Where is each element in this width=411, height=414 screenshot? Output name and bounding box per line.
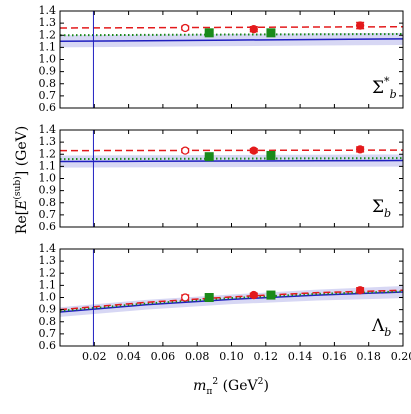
label-part: b bbox=[384, 326, 391, 339]
point bbox=[205, 29, 213, 37]
y-tick-label: 0.9 bbox=[39, 184, 57, 197]
plot-area bbox=[60, 249, 403, 346]
y-tick-label: 0.7 bbox=[39, 208, 57, 221]
x-tick-label: 0.16 bbox=[322, 350, 347, 363]
y-tick-label: 0.8 bbox=[39, 196, 57, 209]
y-tick-label: 1.2 bbox=[39, 147, 57, 160]
label-part: * bbox=[384, 75, 390, 88]
x-axis-label: mπ2 (GeV2) bbox=[193, 377, 269, 397]
point bbox=[357, 146, 364, 153]
label-part: Σ bbox=[372, 197, 384, 217]
y-tick-label: 1.0 bbox=[39, 291, 57, 304]
y-axis-label: Re[E(sub)] (GeV) bbox=[12, 126, 31, 234]
label-part: ) bbox=[263, 378, 268, 394]
x-tick-label: 0.14 bbox=[288, 350, 313, 363]
point bbox=[205, 294, 213, 302]
curve bbox=[60, 27, 403, 28]
curve bbox=[60, 161, 403, 162]
y-tick-label: 1.4 bbox=[39, 123, 57, 136]
y-tick-label: 0.8 bbox=[39, 315, 57, 328]
label-part: (GeV bbox=[218, 378, 258, 394]
y-tick-label: 0.6 bbox=[39, 220, 57, 233]
x-tick-label: 0.02 bbox=[82, 350, 107, 363]
panel: 0.60.70.80.91.01.11.21.31.4 Σb bbox=[39, 123, 404, 233]
y-tick-label: 0.6 bbox=[39, 339, 57, 352]
y-tick-label: 0.7 bbox=[39, 327, 57, 340]
label-part: Σ bbox=[372, 78, 384, 98]
point bbox=[250, 147, 257, 154]
y-tick-label: 1.1 bbox=[39, 40, 57, 53]
y-tick-label: 0.9 bbox=[39, 303, 57, 316]
x-tick-label: 0.12 bbox=[254, 350, 279, 363]
label-part: E bbox=[14, 200, 30, 211]
y-tick-label: 1.1 bbox=[39, 159, 57, 172]
panel-label: Σb bbox=[372, 197, 391, 220]
frame bbox=[60, 130, 403, 227]
point bbox=[357, 287, 364, 294]
y-tick-label: 1.0 bbox=[39, 172, 57, 185]
y-tick-label: 1.0 bbox=[39, 53, 57, 66]
point bbox=[205, 153, 213, 161]
y-tick-label: 1.3 bbox=[39, 16, 57, 29]
panel-label: Σ*b bbox=[372, 75, 397, 101]
x-tick-label: 0.04 bbox=[116, 350, 141, 363]
y-tick-label: 1.3 bbox=[39, 254, 57, 267]
y-tick-label: 0.9 bbox=[39, 65, 57, 78]
label-part: ] (GeV) bbox=[14, 126, 30, 176]
y-tick-label: 0.8 bbox=[39, 77, 57, 90]
panel: 0.60.70.80.91.01.11.21.31.4 Σ*b bbox=[39, 4, 404, 114]
point bbox=[182, 147, 189, 154]
y-tick-label: 0.7 bbox=[39, 89, 57, 102]
x-tick-label: 0.06 bbox=[151, 350, 176, 363]
label-part: π bbox=[206, 387, 212, 397]
point bbox=[267, 29, 275, 37]
point bbox=[250, 292, 257, 299]
y-tick-label: 1.4 bbox=[39, 4, 57, 17]
y-tick-label: 1.3 bbox=[39, 135, 57, 148]
label-part: (sub) bbox=[12, 176, 23, 199]
error-band bbox=[60, 286, 403, 317]
label-part: Re[ bbox=[14, 210, 30, 234]
label-part: b bbox=[384, 207, 391, 220]
x-tick-label: 0.20 bbox=[391, 350, 411, 363]
x-tick-label: 0.18 bbox=[356, 350, 381, 363]
y-tick-label: 1.1 bbox=[39, 278, 57, 291]
point bbox=[267, 291, 275, 299]
point bbox=[250, 26, 257, 33]
y-tick-label: 1.2 bbox=[39, 28, 57, 41]
point bbox=[182, 24, 189, 31]
y-tick-label: 1.2 bbox=[39, 266, 57, 279]
x-tick-label: 0.10 bbox=[219, 350, 244, 363]
point bbox=[267, 151, 275, 159]
panel-label: Λb bbox=[371, 316, 391, 339]
plot-area bbox=[60, 130, 403, 227]
label-part: b bbox=[390, 88, 397, 101]
point bbox=[182, 294, 189, 301]
plot-area bbox=[60, 11, 403, 108]
panel: 0.60.70.80.91.01.11.21.31.4 0.02 0.04 0.06 0… bbox=[39, 242, 411, 363]
label-part: Λ bbox=[371, 316, 385, 336]
label-part: m bbox=[193, 378, 206, 394]
y-tick-label: 1.4 bbox=[39, 242, 57, 255]
x-tick-label: 0.08 bbox=[185, 350, 210, 363]
point bbox=[357, 22, 364, 29]
frame bbox=[60, 11, 403, 108]
y-tick-label: 0.6 bbox=[39, 101, 57, 114]
